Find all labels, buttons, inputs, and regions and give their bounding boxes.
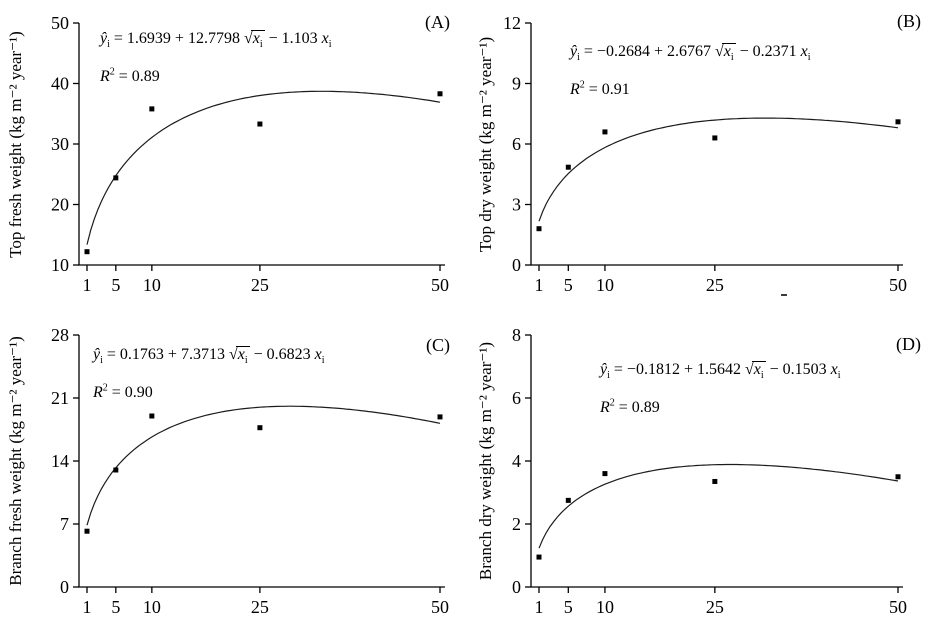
x-tick-label: 50: [889, 597, 907, 617]
r-squared: R2 = 0.89: [100, 66, 160, 85]
r-squared: R2 = 0.89: [600, 397, 660, 416]
x-tick-label: 10: [596, 597, 614, 617]
panel-d: 0 2 4 6 8 1 5 10 25 50 Branch dry weight (kg m⁻² …: [470, 311, 941, 623]
x-tick-label: 1: [535, 597, 544, 617]
y-tick-label: 10: [51, 255, 69, 275]
sqrt-radical: √xi: [744, 361, 766, 382]
x-tick-label: 1: [83, 275, 92, 295]
data-point: [437, 414, 443, 420]
panel-letter-c: (C): [426, 335, 450, 355]
equation-block-d: ŷi = −0.1812 + 1.5642 √xi − 0.1503 xi R2 …: [600, 356, 841, 421]
y-axis-title-d: Branch dry weight (kg m⁻² year⁻¹): [476, 341, 495, 581]
equation-block-b: ŷi = −0.2684 + 2.6767 √xi − 0.2371 xi R2 …: [570, 38, 811, 103]
y-tick-label: 50: [51, 13, 69, 33]
data-point: [536, 554, 542, 560]
data-point: [602, 471, 608, 477]
plot-a: 10 20 30 40 50 1 5 10 25 50: [51, 13, 449, 295]
y-tick-label: 14: [51, 451, 69, 471]
equation-block-c: ŷi = 0.1763 + 7.3713 √xi − 0.6823 xi R2 =…: [93, 341, 325, 406]
r-squared: R2 = 0.91: [570, 79, 630, 98]
y-tick-label: 0: [60, 577, 69, 597]
y-tick-label: 7: [60, 514, 69, 534]
y-tick-label: 0: [512, 255, 521, 275]
x-tick-label: 5: [111, 275, 120, 295]
y-tick-label: 2: [512, 514, 521, 534]
y-axis-title-b: Top dry weight (kg m⁻² year⁻¹): [476, 36, 495, 252]
sqrt-radical: √xi: [228, 346, 250, 367]
panel-letter-a: (A): [425, 12, 450, 32]
plot-d: 0 2 4 6 8 1 5 10 25 50: [512, 325, 907, 617]
data-point: [257, 121, 263, 127]
fit-curve: [86, 90, 441, 245]
y-tick-label: 8: [512, 325, 521, 345]
x-tick-label: 5: [564, 275, 573, 295]
data-point: [602, 129, 608, 135]
y-tick-label: 30: [51, 134, 69, 154]
y-tick-label: 6: [512, 388, 521, 408]
fit-curve: [86, 405, 441, 526]
plot-b: 0 3 6 9 12 1 5 10 25 50: [503, 13, 907, 295]
y-axis-title-c: Branch fresh weight (kg m⁻² year⁻¹): [6, 336, 25, 586]
data-point: [712, 135, 718, 141]
fit-equation: ŷi = −0.1812 + 1.5642 √xi − 0.1503 xi: [600, 361, 841, 382]
r-squared: R2 = 0.90: [93, 382, 153, 401]
data-point: [895, 474, 901, 480]
fit-equation: ŷi = 0.1763 + 7.3713 √xi − 0.6823 xi: [93, 346, 325, 367]
fit-equation: ŷi = 1.6939 + 12.7798 √xi − 1.103 xi: [100, 30, 332, 51]
data-point: [712, 478, 718, 484]
data-point: [536, 226, 542, 232]
x-tick-label: 25: [706, 275, 724, 295]
panel-c: 0 7 14 21 28 1 5 10 25 50 Branch fresh weight (kg…: [0, 311, 470, 623]
y-tick-label: 4: [512, 451, 521, 471]
x-tick-label: 5: [564, 597, 573, 617]
fit-equation: ŷi = −0.2684 + 2.6767 √xi − 0.2371 xi: [570, 43, 811, 64]
data-point: [257, 425, 263, 431]
data-point: [895, 119, 901, 125]
y-tick-label: 0: [512, 577, 521, 597]
y-tick-label: 3: [512, 195, 521, 215]
data-point: [149, 413, 155, 419]
data-point: [437, 91, 443, 97]
x-tick-label: 1: [83, 597, 92, 617]
y-tick-label: 6: [512, 134, 521, 154]
x-tick-label: 25: [251, 275, 269, 295]
y-axis-title-a: Top fresh weight (kg m⁻² year⁻¹): [6, 30, 25, 258]
data-point: [113, 467, 119, 473]
data-point: [565, 164, 571, 170]
data-point: [565, 497, 571, 503]
x-tick-label: 25: [706, 597, 724, 617]
y-tick-label: 20: [51, 195, 69, 215]
data-point: [149, 106, 155, 112]
x-tick-label: 50: [431, 275, 449, 295]
data-point: [113, 175, 119, 181]
sqrt-radical: √xi: [714, 43, 736, 64]
panel-a: 10 20 30 40 50 1 5 10 25 50 Top fresh weight (kg …: [0, 0, 470, 311]
equation-block-a: ŷi = 1.6939 + 12.7798 √xi − 1.103 xi R2 =…: [100, 25, 332, 90]
y-tick-label: 40: [51, 74, 69, 94]
fit-curve: [538, 117, 899, 222]
x-tick-label: 10: [596, 275, 614, 295]
panel-b: 0 3 6 9 12 1 5 10 25 50 Top dry weight (kg m⁻² ye…: [470, 0, 941, 311]
plot-c: 0 7 14 21 28 1 5 10 25 50: [51, 325, 449, 617]
y-tick-label: 28: [51, 325, 69, 345]
data-point: [84, 249, 90, 255]
fit-curve: [538, 463, 899, 549]
stray-mark: [781, 294, 787, 296]
y-tick-label: 9: [512, 74, 521, 94]
data-point: [84, 528, 90, 534]
y-tick-label: 12: [503, 13, 521, 33]
sqrt-radical: √xi: [243, 30, 265, 51]
panel-letter-b: (B): [897, 11, 921, 31]
x-tick-label: 10: [143, 275, 161, 295]
x-tick-label: 1: [535, 275, 544, 295]
x-tick-label: 5: [111, 597, 120, 617]
x-tick-label: 10: [143, 597, 161, 617]
x-tick-label: 25: [251, 597, 269, 617]
panel-letter-d: (D): [896, 334, 921, 354]
x-tick-label: 50: [431, 597, 449, 617]
x-tick-label: 50: [889, 275, 907, 295]
y-tick-label: 21: [51, 388, 69, 408]
